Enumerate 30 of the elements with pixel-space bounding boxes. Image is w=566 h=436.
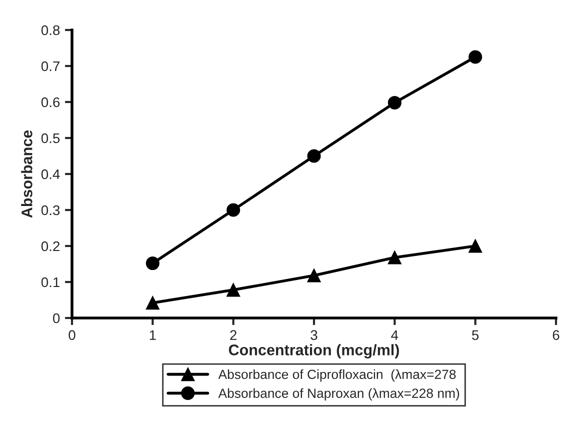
- point: [307, 149, 321, 163]
- point: [468, 239, 482, 253]
- point: [388, 250, 402, 264]
- x-tick-label: 2: [230, 330, 236, 340]
- x-tick-label: 5: [472, 330, 479, 340]
- x-tick-label: 6: [552, 330, 560, 340]
- point: [146, 296, 160, 310]
- x-tick-label: 1: [150, 330, 156, 340]
- point: [146, 256, 160, 270]
- y-tick-label: 0.7: [41, 61, 60, 72]
- y-tick-label: 0.3: [41, 205, 60, 216]
- x-tick-label: 0: [68, 330, 76, 340]
- y-tick-label: 0.5: [41, 133, 60, 144]
- legend-label: Absorbance of Naproxan (λmax=228 nm): [218, 388, 460, 401]
- point: [468, 50, 482, 64]
- point: [307, 268, 321, 282]
- point: [388, 96, 402, 110]
- point: [226, 203, 240, 217]
- legend-label: Absorbance of Ciprofloxacin (λmax=278: [218, 369, 456, 382]
- y-axis-title: Absorbance: [21, 130, 32, 218]
- y-tick-label: 0.8: [41, 25, 60, 36]
- point: [226, 283, 240, 297]
- y-tick-label: 0.6: [41, 97, 60, 108]
- x-tick-label: 4: [391, 330, 398, 340]
- y-tick-label: 0.1: [41, 277, 60, 288]
- y-tick-label: 0: [53, 313, 60, 324]
- y-tick-label: 0.4: [41, 169, 60, 180]
- y-tick-label: 0.2: [41, 241, 60, 252]
- x-axis-title: Concentration (mcg/ml): [228, 344, 399, 358]
- x-tick-label: 3: [310, 330, 318, 340]
